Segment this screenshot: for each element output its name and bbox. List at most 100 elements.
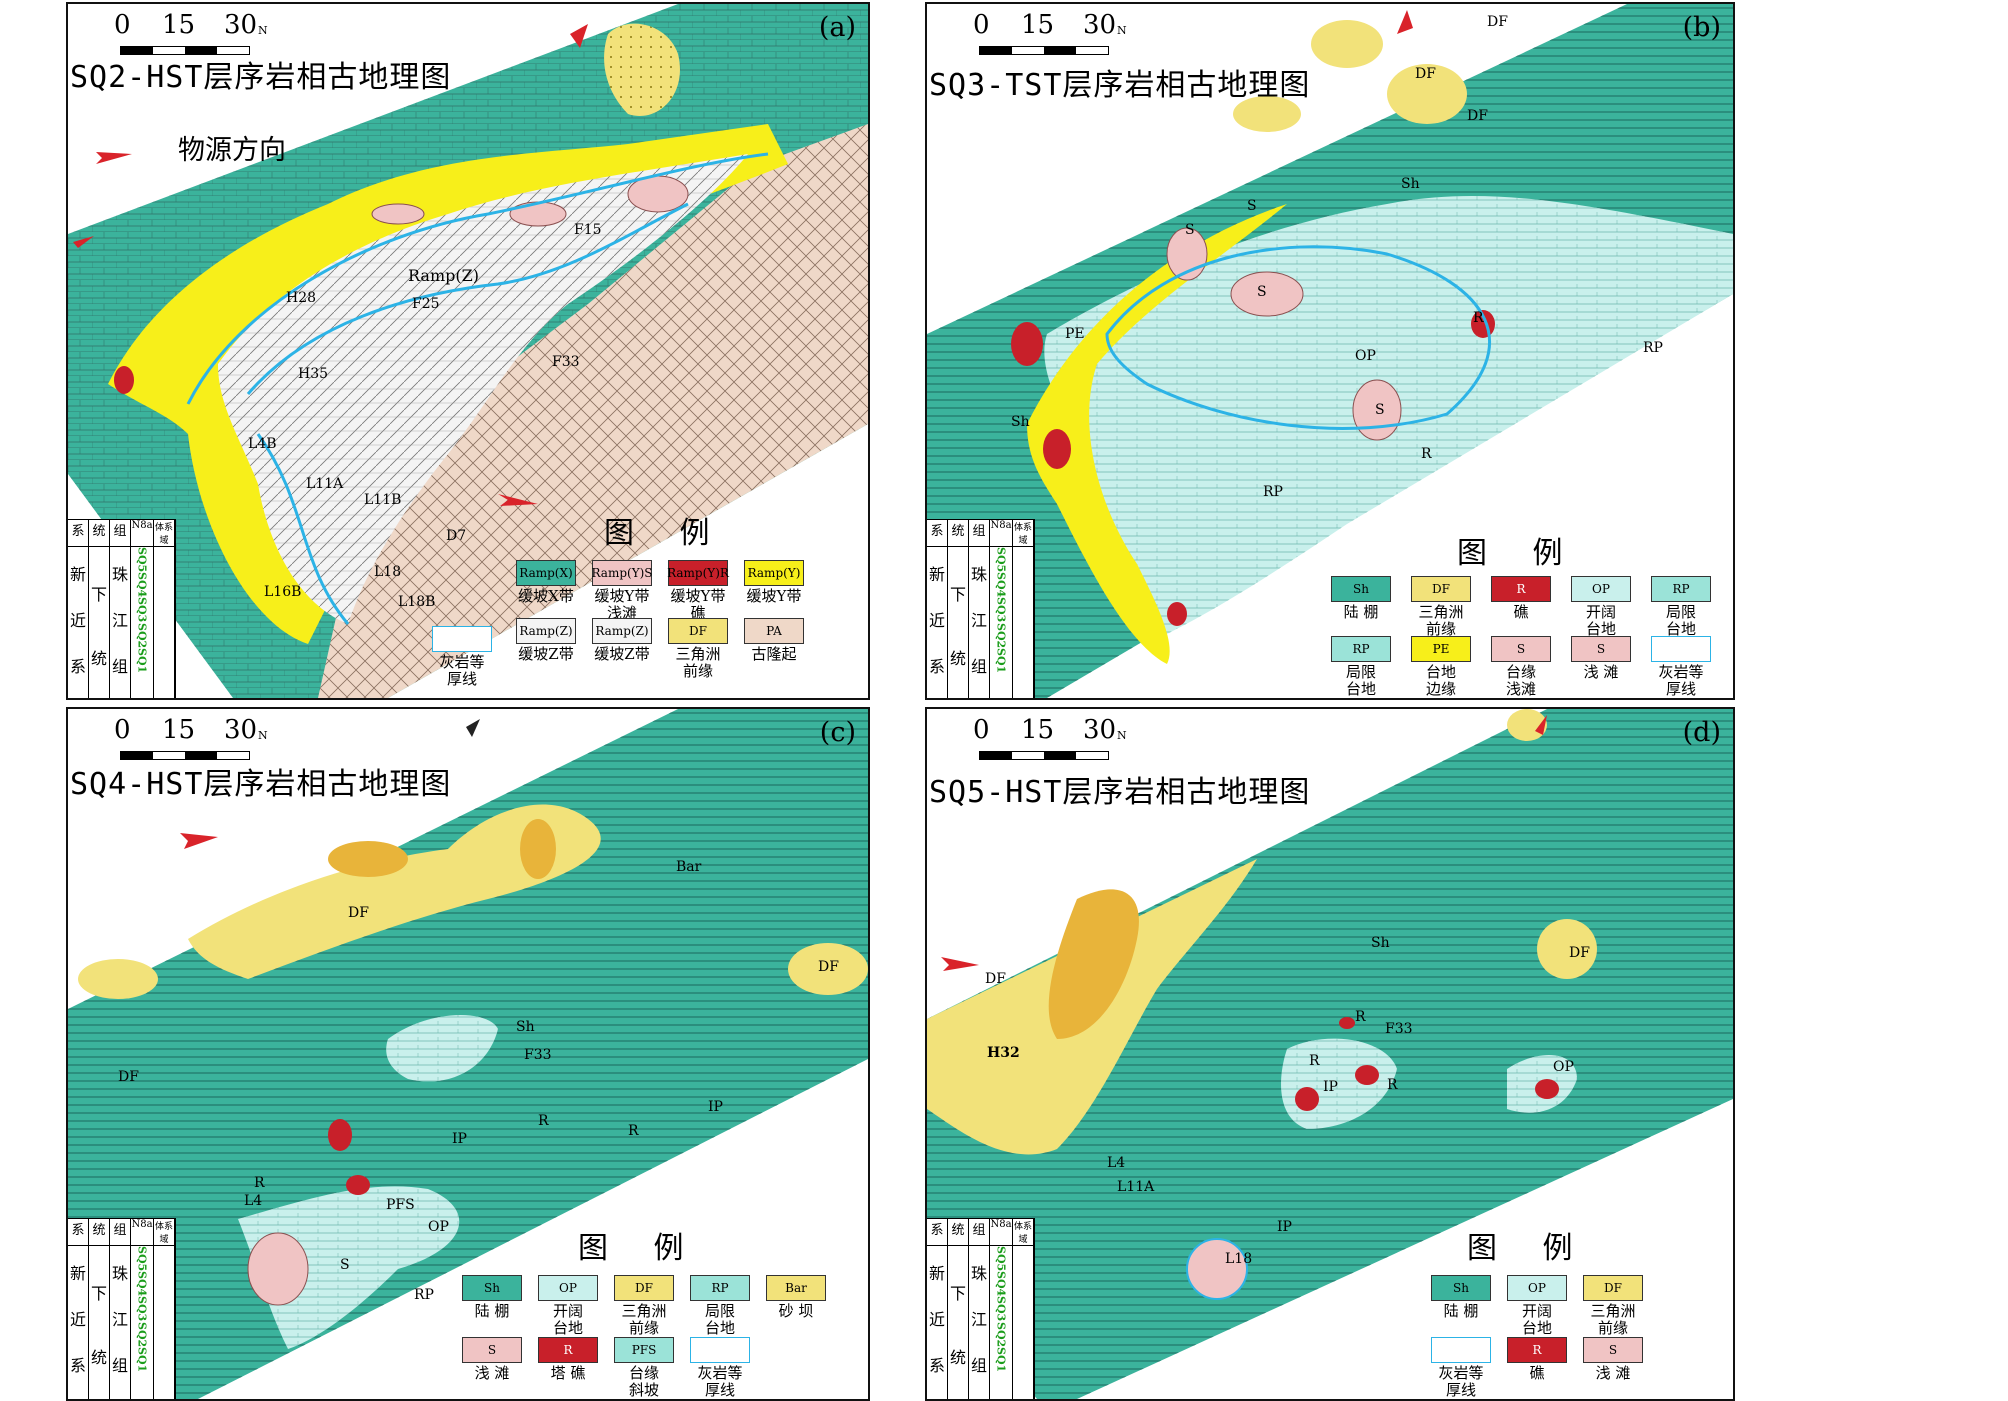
label-text: Sh	[1331, 576, 1391, 602]
label-text: R	[1309, 1053, 1320, 1069]
label-text: OP	[1507, 1275, 1567, 1301]
label-text: 近	[928, 1310, 945, 1329]
legend-item: PE 台地 边缘	[1407, 636, 1475, 698]
label-text: 组	[110, 1219, 130, 1246]
label-text: 台缘 斜坡	[628, 1364, 659, 1399]
label-text: 缓坡X带	[518, 587, 574, 605]
label-text: 缓坡Y带 浅滩	[594, 587, 650, 622]
label-text: 系	[928, 1356, 945, 1375]
label-text: PE	[1065, 326, 1085, 342]
panel-title: SQ5-HST层序岩相古地理图	[929, 775, 1311, 810]
label-text: 图 例	[1467, 1231, 1591, 1266]
label-text: R	[1355, 1009, 1366, 1025]
label-text: 统	[90, 1348, 107, 1367]
map-label: L18B	[398, 594, 436, 610]
label-text: OP	[538, 1275, 598, 1301]
label-text: 缓坡Y带礁	[670, 587, 726, 622]
label-text: 新	[69, 1264, 86, 1283]
label-text: 图 例	[1457, 536, 1581, 571]
label-text: SQ5	[994, 1246, 1008, 1272]
label-text: PFS	[386, 1197, 415, 1213]
label-text: 系	[69, 657, 86, 676]
label-text: 统	[948, 1219, 968, 1246]
legend-item: RP 局限 台地	[1327, 636, 1395, 698]
label-text: 灰岩等 厚线	[1438, 1364, 1484, 1399]
label-text: RP	[1331, 636, 1391, 662]
map-label: L11B	[364, 492, 402, 508]
label-text: 体系域	[154, 520, 174, 547]
label-text: 图 例	[578, 1231, 702, 1266]
map-element: 系新近系	[927, 1219, 948, 1399]
label-text: RP	[1651, 576, 1711, 602]
label-text: R	[1421, 446, 1432, 462]
label-text: L4	[1107, 1155, 1126, 1171]
map-element: 组珠江组	[110, 1219, 131, 1399]
label-text: 系	[927, 1219, 947, 1246]
label-text: 体系域	[1013, 520, 1033, 547]
map-label: F25	[412, 296, 440, 312]
label-text: N8a	[131, 1219, 153, 1246]
panel-label: (c)	[819, 717, 856, 748]
label-text: 30	[224, 10, 258, 40]
label-text: 开阔 台地	[552, 1302, 583, 1337]
label-text: Ramp(Z)	[516, 618, 576, 644]
source-arrow	[180, 833, 218, 849]
map-label: F15	[574, 222, 602, 238]
label-text: 30	[1083, 715, 1117, 745]
label-text: 15	[162, 715, 196, 745]
label-text: 组	[970, 657, 987, 676]
label-text: SQ4	[135, 572, 149, 598]
north-arrow-icon: N	[258, 729, 268, 742]
map-element: 组珠江组	[110, 520, 131, 698]
label-text: SQ1	[994, 1346, 1008, 1372]
legend-swatch	[1651, 636, 1711, 662]
label-text: SQ2	[994, 622, 1008, 648]
label-text: Ramp(Y)S	[591, 560, 653, 586]
label-text: 缓坡Z带	[594, 645, 650, 663]
legend-item: Sh 陆 棚	[1327, 576, 1395, 621]
panel-a: 0 15 30 N SQ2-HST层序岩相古地理图 (a) 物源方向 Ramp(Z)…	[66, 2, 870, 700]
label-text: 近	[928, 611, 945, 630]
legend-item: OP 开阔 台地	[534, 1275, 602, 1337]
legend-item: OP 开阔 台地	[1567, 576, 1635, 638]
north-arrow-icon: N	[1117, 729, 1127, 742]
label-text: 江	[970, 611, 987, 630]
label-text: 组	[111, 657, 128, 676]
legend-item: DF 三角洲 前缘	[1407, 576, 1475, 638]
label-text: 陆 棚	[474, 1302, 510, 1320]
label-text: 三角洲 前缘	[621, 1302, 667, 1337]
label-text: F33	[1385, 1021, 1413, 1037]
legend-item: DF 三角洲 前缘	[610, 1275, 678, 1337]
label-text: OP	[1355, 348, 1376, 364]
label-text: R	[538, 1337, 598, 1363]
label-text: R	[1491, 576, 1551, 602]
label-text: R	[538, 1113, 549, 1129]
label-text: 下	[90, 1284, 107, 1303]
map-label: D7	[446, 528, 467, 544]
label-text: 系	[927, 520, 947, 547]
delta-front-c	[188, 804, 601, 979]
north-arrow-icon: N	[258, 24, 268, 37]
legend-a: 图 例 Ramp(X) 缓坡X带 Ramp(Y)S 缓坡Y带 浅滩 Ramp(Y)R 缓…	[428, 504, 868, 698]
legend-item: DF 三角洲 前缘	[1579, 1275, 1647, 1337]
label-text: 开阔 台地	[1521, 1302, 1552, 1337]
label-text: IP	[1323, 1079, 1338, 1095]
label-text: DF	[1467, 108, 1488, 124]
label-text: DF	[348, 905, 369, 921]
legend-swatch	[1431, 1337, 1491, 1363]
label-text: 台缘 浅滩	[1505, 663, 1536, 698]
legend-item: PA 古隆起	[740, 618, 808, 663]
source-arrow	[941, 957, 979, 971]
legend-item: 灰岩等 厚线	[428, 626, 496, 688]
source-arrow	[570, 24, 588, 48]
label-text: 统	[948, 520, 968, 547]
label-text: PFS	[614, 1337, 674, 1363]
label-text: 0	[973, 715, 990, 745]
label-text: 组	[969, 520, 989, 547]
label-text: 统	[90, 649, 107, 668]
label-text: 开阔 台地	[1585, 603, 1616, 638]
label-text: SQ1	[994, 647, 1008, 673]
label-text: DF	[118, 1069, 139, 1085]
